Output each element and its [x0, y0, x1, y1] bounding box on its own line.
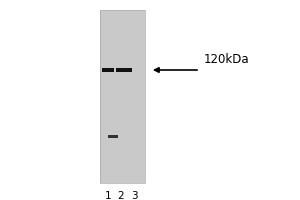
Text: 120kDa: 120kDa: [204, 53, 250, 66]
Bar: [116, 68, 132, 72]
Bar: [100, 10, 145, 183]
Text: 1: 1: [105, 191, 111, 200]
Bar: [102, 68, 114, 72]
Bar: [108, 135, 118, 138]
Text: 3: 3: [131, 191, 137, 200]
Text: 2: 2: [118, 191, 124, 200]
Bar: [100, 10, 145, 183]
